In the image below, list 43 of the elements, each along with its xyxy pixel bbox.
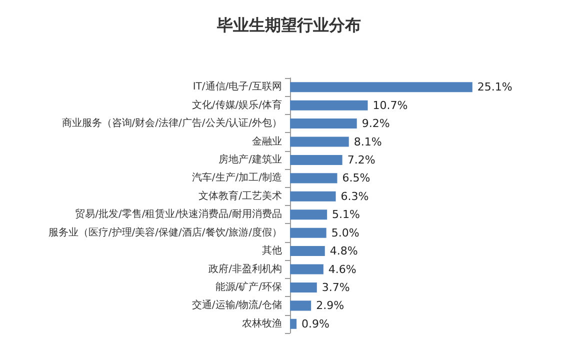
- data-label: 4.8%: [330, 244, 358, 258]
- data-label: 7.2%: [347, 153, 376, 166]
- bar: [290, 173, 338, 184]
- bar: [290, 154, 342, 165]
- data-label: 6.5%: [342, 172, 370, 185]
- data-label: 3.7%: [322, 280, 350, 294]
- data-label: 10.7%: [372, 98, 408, 112]
- y-tick-label: 服务业（医疗/护理/美容/保健/酒店/餐饮/旅游/度假）: [48, 226, 282, 238]
- bar: [290, 318, 297, 329]
- data-label: 8.1%: [354, 135, 382, 148]
- bar: [290, 282, 317, 292]
- data-label: 2.9%: [316, 299, 344, 312]
- y-tick-label: 交通/运输/物流/仓储: [192, 299, 282, 312]
- chart-title: 毕业生期望行业分布: [216, 16, 361, 34]
- y-tick-label: 政府/非盈利机构: [208, 262, 282, 275]
- data-label: 6.3%: [340, 190, 369, 203]
- data-label: 0.9%: [302, 317, 330, 330]
- bar: [290, 264, 324, 274]
- y-tick-label: 其他: [262, 244, 282, 257]
- bar: [290, 228, 326, 238]
- bar: [290, 100, 368, 110]
- data-label: 5.0%: [331, 226, 360, 240]
- y-tick-label: 农林牧渔: [242, 317, 282, 330]
- data-label: 25.1%: [477, 80, 512, 94]
- bar: [290, 136, 349, 147]
- y-tick-label: 金融业: [252, 135, 282, 148]
- y-tick-label: 贸易/批发/零售/租赁业/快速消费品/耐用消费品: [75, 208, 282, 220]
- bar: [290, 82, 472, 92]
- bar: [290, 118, 357, 129]
- bar: [290, 246, 325, 256]
- bar: [290, 210, 328, 220]
- y-tick-label: 商业服务（咨询/财会/法律/广告/公关/认证/外包）: [62, 117, 282, 130]
- bar: [290, 300, 312, 311]
- data-label: 9.2%: [362, 117, 390, 130]
- y-tick-label: 能源/矿产/环保: [215, 280, 282, 293]
- y-tick-label: 文体教育/工艺美术: [198, 190, 282, 202]
- y-tick-label: IT/通信/电子/互联网: [192, 80, 282, 93]
- y-tick-label: 房地产/建筑业: [218, 153, 282, 166]
- y-tick-label: 汽车/生产/加工/制造: [192, 172, 282, 184]
- data-label: 5.1%: [332, 208, 360, 222]
- y-tick-label: 文化/传媒/娱乐/体育: [192, 98, 282, 111]
- data-label: 4.6%: [328, 262, 356, 276]
- bar: [290, 191, 336, 202]
